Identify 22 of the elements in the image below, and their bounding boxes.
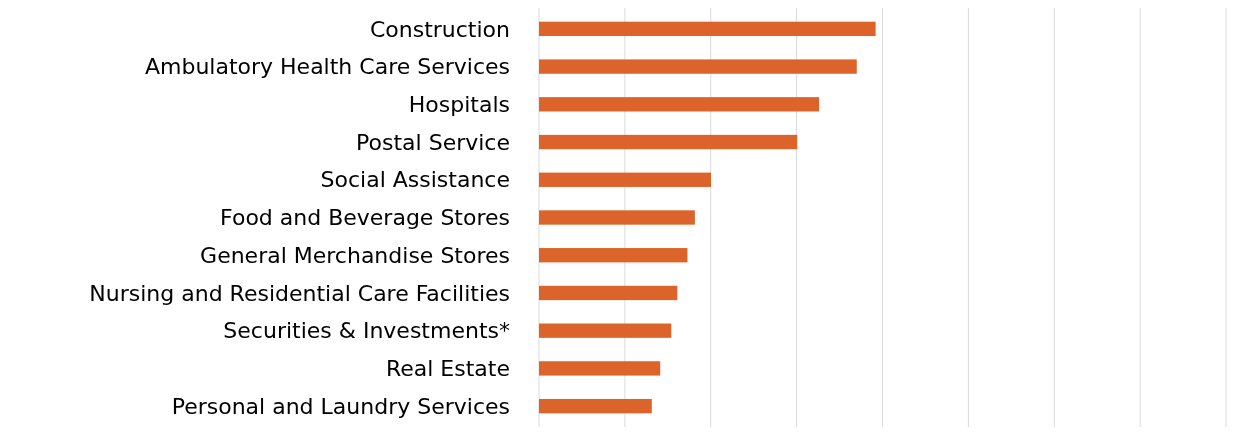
- bar: [539, 134, 798, 150]
- bar: [539, 285, 678, 301]
- y-tick-label: Real Estate: [385, 356, 510, 382]
- bar: [539, 59, 857, 74]
- y-tick-label: Personal and Laundry Services: [171, 393, 510, 419]
- bar: [539, 21, 876, 37]
- bar: [539, 323, 672, 338]
- y-tick-label: General Merchandise Stores: [200, 242, 510, 268]
- bar: [539, 398, 652, 414]
- y-tick-label: Postal Service: [356, 129, 510, 155]
- y-tick-label: Nursing and Residential Care Facilities: [89, 280, 510, 306]
- bar: [539, 210, 695, 225]
- y-tick-label: Social Assistance: [320, 167, 510, 193]
- bar: [539, 248, 688, 263]
- bar: [539, 97, 820, 112]
- bar: [539, 361, 661, 376]
- y-tick-label: Food and Beverage Stores: [220, 205, 510, 231]
- y-tick-label: Ambulatory Health Care Services: [144, 54, 510, 80]
- y-tick-label: Securities & Investments*: [223, 318, 510, 344]
- y-tick-label: Construction: [369, 16, 510, 42]
- y-tick-label: Hospitals: [408, 92, 510, 118]
- bar: [539, 172, 712, 187]
